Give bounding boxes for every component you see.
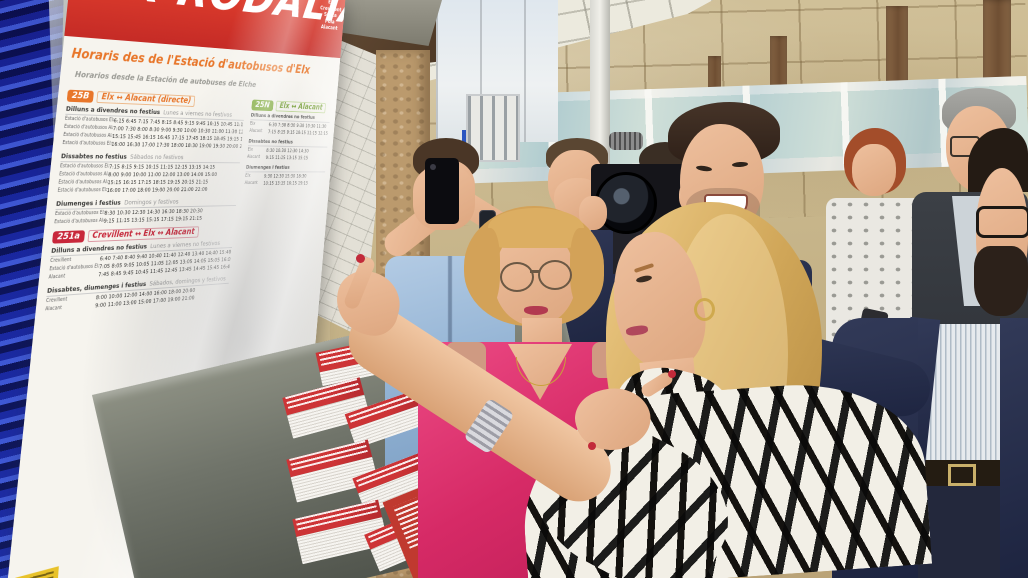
schedule-row: Alacant 10:15 13:15 16:15 19:15 <box>244 180 324 188</box>
section-label-es: Sábados no festivos <box>129 152 184 162</box>
smartphone <box>425 158 459 224</box>
schedule-section: Diumenges i festius Elx 9:30 12:30 15:30 … <box>244 165 326 188</box>
schedule-section: Dilluns a divendres no festius Lunes a vi… <box>62 104 245 151</box>
route-badge: 251a <box>51 230 86 244</box>
times: 7:15 8:15 9:15 10:15 11:15 12:15 <box>267 129 329 137</box>
camera-microphone <box>609 132 643 150</box>
corner-label: Alacant <box>320 23 338 32</box>
schedule-section: Diumenges i festius Domingos y festivos E… <box>53 196 237 227</box>
red-fingernail <box>356 254 365 263</box>
route-name: Elx ↔ Alacant (directe) <box>96 91 196 108</box>
times: 16:00 16:30 17:00 17:30 18:00 18:30 19:0… <box>111 141 242 151</box>
board-subtitle-es: Horarios desde la Estación de autobuses … <box>74 69 257 89</box>
schedule-row: Alacant 9:15 11:15 13:15 15:15 <box>247 154 327 162</box>
route-name: Crevillent ↔ Elx ↔ Alacant <box>87 226 199 243</box>
hair <box>570 228 594 306</box>
stop-name: Estació d'autobusos Elx <box>62 140 112 147</box>
schedule-section: Dilluns a divendres no festius Elx 6:30 7… <box>249 112 331 137</box>
glasses <box>976 206 1028 238</box>
route-25n: 25N Elx ↔ Alacant <box>251 99 331 114</box>
section-label-es: Domingos y festivos <box>123 197 179 207</box>
section-label: Dilluns a divendres no festius <box>65 104 161 117</box>
person-main-blonde-woman <box>515 202 933 578</box>
glasses <box>538 260 572 290</box>
schedule-row: Estació d'autobusos Elx 16:00 17:00 18:00… <box>57 186 238 196</box>
board-title: ELX RODALIA <box>64 0 345 35</box>
times: 10:15 13:15 16:15 19:15 <box>263 180 309 187</box>
section-label: Diumenges i festius <box>245 165 290 171</box>
schedule-section: Dissabtes no festius Sábados no festivos … <box>57 152 241 196</box>
route-name: Elx ↔ Alacant <box>275 100 327 114</box>
red-fingernail <box>668 370 676 378</box>
jacket <box>1000 318 1028 578</box>
hair <box>476 228 500 306</box>
glasses <box>500 262 534 292</box>
phone-camera <box>430 164 436 170</box>
hoop-earring <box>694 298 715 321</box>
person-bearded-man <box>962 128 1028 420</box>
glasses-bridge <box>530 270 539 273</box>
times: 9:15 11:15 13:15 15:15 <box>265 155 309 162</box>
section-label: Dissabtes no festius <box>248 138 294 146</box>
section-label: Dissabtes no festius <box>60 152 128 161</box>
schedule-section: Dissabtes no festius Elx 8:30 10:30 12:30… <box>247 138 328 162</box>
stop-name: Estació d'autobusos Alacant <box>53 218 105 226</box>
stop-name: Alacant <box>246 155 261 160</box>
schedule-row: Alacant 7:15 8:15 9:15 10:15 11:15 12:15 <box>249 128 329 137</box>
beard <box>974 246 1028 316</box>
section-label-es: Lunes a viernes no festivos <box>162 108 233 119</box>
board-main-column: 25B Elx ↔ Alacant (directe) Dilluns a di… <box>44 86 246 319</box>
times: 7:15 8:15 9:15 10:15 11:15 12:15 13:15 1… <box>108 164 216 171</box>
stop-name: Alacant <box>48 274 66 281</box>
stop-name: Estació d'autobusos Elx <box>59 164 110 170</box>
schedule-row: Estació d'autobusos Elx 7:15 8:15 9:15 10… <box>59 163 239 171</box>
section-label-es: Lunes a viernes no festivos <box>149 239 221 251</box>
red-fingernail <box>588 442 596 450</box>
board-corner-labels: Elx Crevillent Santa Pola Alacant <box>317 0 343 32</box>
route-badge: 25N <box>251 99 274 112</box>
lips <box>524 306 548 315</box>
stop-name: Alacant <box>244 181 258 186</box>
route-badge: 25B <box>66 89 95 103</box>
stop-name: Alacant <box>249 129 263 134</box>
board-side-column: 25N Elx ↔ Alacant Dilluns a divendres no… <box>234 95 332 302</box>
section-label: Dilluns a divendres no festius <box>250 112 316 121</box>
stop-name: Estació d'autobusos Alacant <box>58 172 109 178</box>
times: 16:00 17:00 18:00 19:00 20:00 21:00 22:0… <box>106 187 208 195</box>
section-label: Diumenges i festius <box>55 198 122 208</box>
stop-name: Estació d'autobusos Elx <box>57 188 108 194</box>
hair-fringe <box>488 208 584 248</box>
belt-buckle <box>948 464 976 486</box>
face <box>852 144 896 196</box>
